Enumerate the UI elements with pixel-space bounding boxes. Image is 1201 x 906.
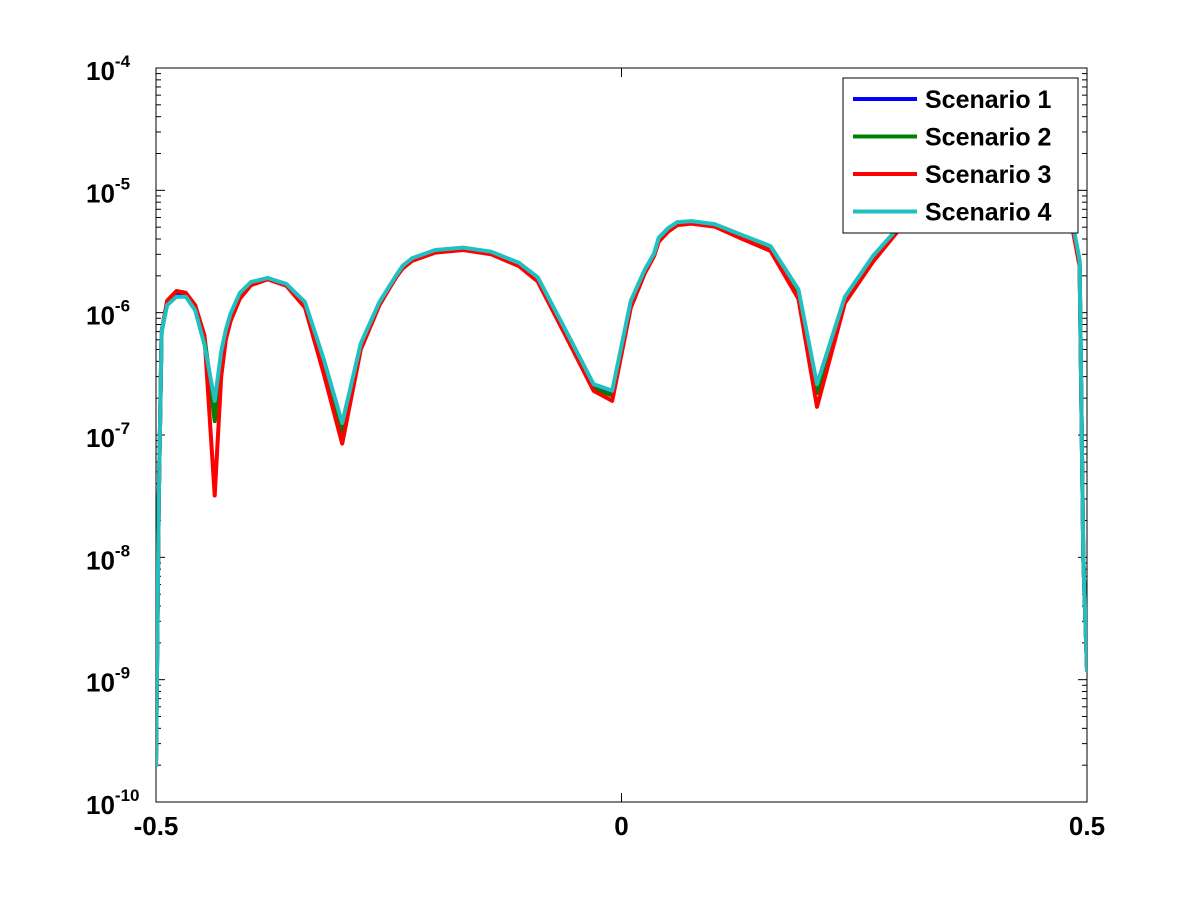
x-tick-labels: -0.5 0 0.5 [134,811,1105,841]
y-tick-label-0: 10-10 [86,786,140,820]
y-tick-label-6: 10-4 [86,52,131,86]
y-tick-label-2: 10-8 [86,541,130,575]
legend-label-3: Scenario 3 [925,161,1051,189]
y-tick-label-4: 10-6 [86,297,130,331]
y-tick-label-5: 10-5 [86,174,130,208]
legend-label-4: Scenario 4 [925,199,1052,227]
y-tick-label-1: 10-9 [86,664,130,698]
y-tick-label-3: 10-7 [86,419,130,453]
x-tick-label-2: 0.5 [1069,811,1105,841]
legend-label-1: Scenario 1 [925,86,1052,114]
legend: Scenario 1 Scenario 2 Scenario 3 Scenario 4 [842,77,1079,234]
y-tick-labels: 10-10 10-9 10-8 10-7 10-6 10-5 10-4 [86,52,140,820]
legend-label-2: Scenario 2 [925,124,1051,152]
x-tick-label-0: -0.5 [134,811,179,841]
x-tick-label-1: 0 [614,811,628,841]
legend-box [842,77,1079,234]
